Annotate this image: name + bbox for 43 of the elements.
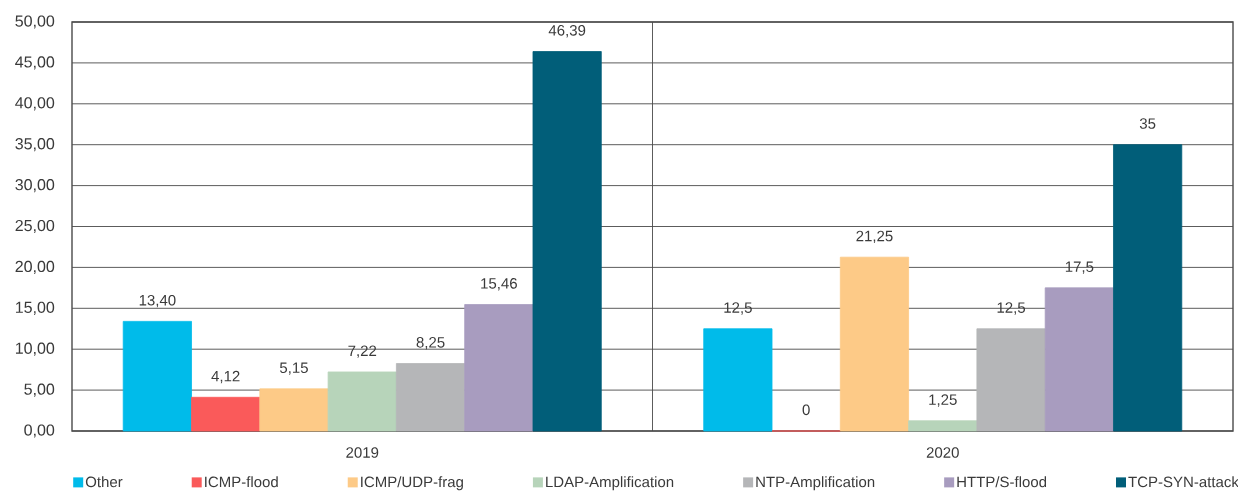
y-tick-label: 35,00 [15,138,55,152]
bar [1044,287,1114,432]
data-label: 4,12 [211,370,240,384]
bar [122,320,192,432]
bar [908,420,978,432]
y-tick-label: 25,00 [15,219,55,234]
legend-label: TCP-SYN-attack [1128,476,1238,488]
legend-label: LDAP-Amplification [546,476,674,491]
bar [532,51,602,432]
y-tick-label: 5,00 [24,383,55,397]
data-label: 5,15 [279,362,308,375]
data-label: 46,39 [548,25,586,38]
legend-label: ICMP-flood [205,476,278,488]
bar [1113,144,1183,432]
y-tick-label: 40,00 [15,97,55,111]
bar [839,256,910,432]
bar [976,328,1046,432]
x-tick-label: 2020 [926,447,959,458]
data-label: 35 [1139,118,1156,129]
bar [703,328,773,432]
y-tick-label: 20,00 [15,260,55,275]
legend-label: ICMP/UDP-frag [361,476,463,491]
data-label: 15,46 [481,278,517,291]
data-label: 13,40 [139,294,176,308]
data-label: 0 [802,404,810,416]
y-tick-label: 45,00 [15,56,55,70]
bar [259,388,329,432]
bar [464,304,534,432]
data-label: 8,25 [416,337,445,350]
x-tick-label: 2019 [346,447,379,458]
data-label: 1,25 [929,394,957,407]
legend-label: HTTP/S-flood [957,476,1047,488]
bar [191,396,261,432]
y-tick-label: 30,00 [15,178,55,193]
bar [396,363,466,432]
legend-label: NTP-Amplification [756,476,875,491]
y-tick-label: 10,00 [15,342,55,356]
legend-label: Other [85,476,123,488]
bar [327,371,397,432]
data-label: 21,25 [856,230,893,244]
y-tick-label: 50,00 [15,15,55,29]
y-tick-label: 15,00 [15,301,55,315]
y-tick-label: 0,00 [24,424,55,438]
